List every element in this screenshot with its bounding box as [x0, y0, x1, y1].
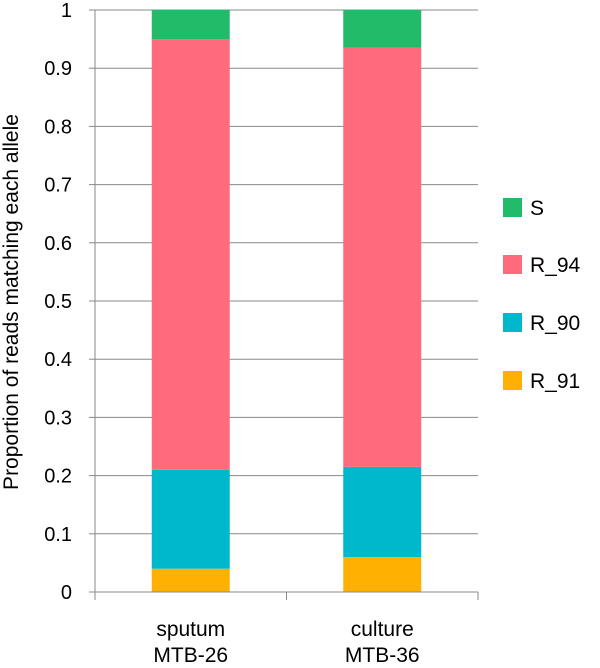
legend-label: S	[530, 197, 544, 220]
y-tick-label: 0.2	[44, 466, 72, 488]
legend-swatch	[503, 198, 522, 217]
x-category-label: MTB-36	[345, 644, 420, 667]
y-tick-label: 0.3	[44, 407, 72, 429]
y-tick-label: 0.7	[44, 175, 72, 197]
x-category-label: culture	[351, 618, 414, 641]
y-tick-label: 0.5	[44, 291, 72, 313]
bar-segment-s	[343, 10, 422, 48]
x-category-label: sputum	[156, 618, 225, 641]
y-tick-labels: 0 0.1 0.2 0.3 0.4 0.5 0.6 0.7 0.8 0.9 1	[44, 0, 72, 604]
legend-label: R_91	[530, 370, 580, 393]
x-category-labels: sputum MTB-26 culture MTB-36	[153, 618, 419, 667]
bars	[151, 10, 422, 592]
legend-label: R_94	[530, 254, 581, 277]
bar-segment-r-94	[151, 39, 230, 470]
y-tick-label: 0.6	[44, 233, 72, 255]
bar-segment-r-91	[151, 568, 230, 592]
axes	[94, 10, 479, 600]
bar-segment-r-94	[343, 47, 422, 467]
legend-swatch	[503, 371, 522, 390]
y-axis-label: Proportion of reads matching each allele	[0, 114, 23, 490]
y-tick-label: 0.4	[44, 349, 72, 371]
bar-segment-r-90	[151, 469, 230, 569]
legend: S R_94 R_90 R_91	[503, 197, 581, 393]
y-tick-label: 0	[61, 582, 72, 604]
legend-label: R_90	[530, 312, 580, 335]
y-tick-label: 0.8	[44, 116, 72, 138]
bar-segment-r-90	[343, 466, 422, 558]
bar-segment-r-91	[343, 557, 422, 592]
legend-swatch	[503, 313, 522, 332]
legend-swatch	[503, 255, 522, 274]
y-tick-label: 1	[61, 0, 72, 22]
y-tick-label: 0.9	[44, 58, 72, 80]
bar-segment-s	[151, 10, 230, 40]
x-category-label: MTB-26	[153, 644, 228, 667]
y-tick-label: 0.1	[44, 524, 72, 546]
